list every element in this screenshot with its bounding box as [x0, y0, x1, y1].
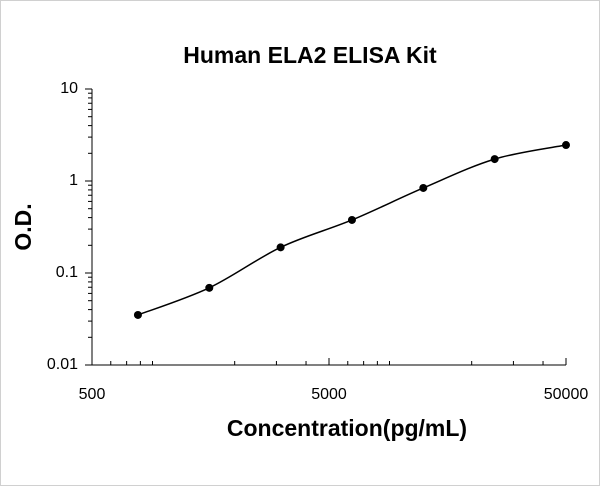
- x-tick-label: 5000: [311, 386, 347, 403]
- y-axis-title: O.D.: [10, 203, 36, 250]
- data-point: [562, 141, 570, 150]
- chart-title: Human ELA2 ELISA Kit: [183, 42, 437, 68]
- x-tick-label: 50000: [544, 386, 589, 403]
- data-point: [490, 155, 499, 164]
- y-tick-label: 1: [69, 172, 78, 189]
- data-point: [419, 183, 428, 192]
- data-point: [133, 310, 142, 319]
- data-point: [347, 215, 356, 224]
- y-tick-label: 0.01: [47, 356, 78, 373]
- x-tick-label: 500: [79, 386, 106, 403]
- y-tick-label: 0.1: [56, 264, 78, 281]
- x-axis-title: Concentration(pg/mL): [227, 415, 467, 441]
- y-tick-label: 10: [60, 80, 78, 97]
- data-point: [205, 283, 214, 292]
- data-point: [276, 243, 285, 252]
